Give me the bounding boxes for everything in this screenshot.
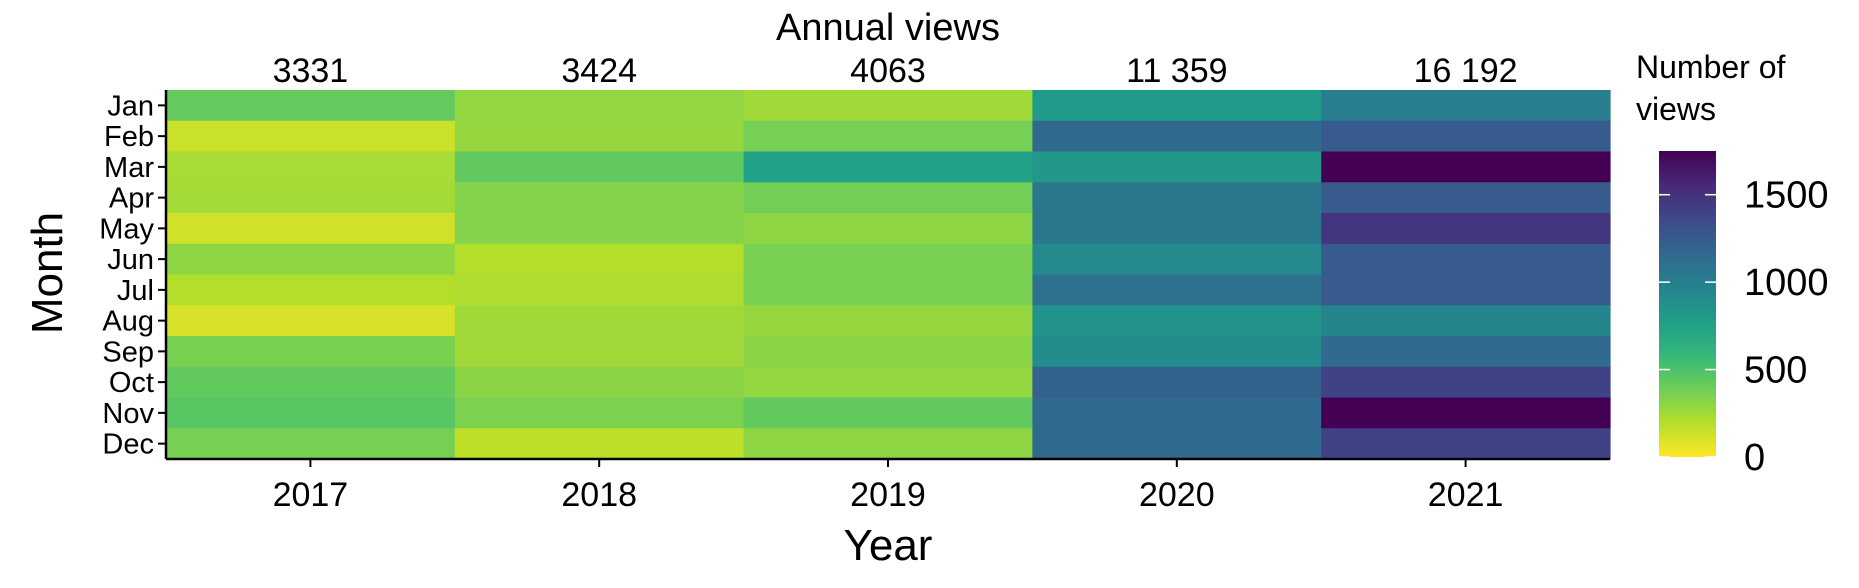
annual-totals: 3331 3424 4063 11 359 16 192 bbox=[273, 52, 1518, 90]
y-tick-label-jan: Jan bbox=[107, 90, 154, 122]
heatmap-cell-may-2017 bbox=[166, 213, 456, 245]
heatmap-cell-feb-2021 bbox=[1321, 120, 1611, 153]
heatmap-cell-jan-2018 bbox=[454, 90, 745, 122]
heatmap-cell-aug-2019 bbox=[743, 305, 1033, 337]
heatmap-cells bbox=[166, 90, 1611, 460]
heatmap-cell-jul-2018 bbox=[454, 274, 745, 306]
colorbar-title-line-2: views bbox=[1636, 91, 1716, 127]
x-tick-label-2018: 2018 bbox=[561, 476, 637, 514]
heatmap-cell-feb-2017 bbox=[166, 120, 456, 153]
heatmap-cell-mar-2020 bbox=[1032, 151, 1322, 183]
heatmap-cell-dec-2018 bbox=[454, 428, 745, 460]
annual-total-2021: 16 192 bbox=[1414, 52, 1518, 90]
colorbar-title-line-1: Number of bbox=[1636, 49, 1786, 85]
heatmap-cell-sep-2021 bbox=[1321, 336, 1611, 368]
heatmap-cell-sep-2017 bbox=[166, 336, 456, 368]
heatmap-cell-jan-2017 bbox=[166, 90, 456, 122]
heatmap-cell-mar-2019 bbox=[743, 151, 1033, 183]
x-tick-label-2020: 2020 bbox=[1139, 476, 1215, 514]
heatmap-cell-apr-2021 bbox=[1321, 182, 1611, 214]
annual-total-2017: 3331 bbox=[273, 52, 349, 90]
heatmap-cell-aug-2017 bbox=[166, 305, 456, 337]
y-tick-label-jul: Jul bbox=[117, 275, 154, 307]
y-tick-label-apr: Apr bbox=[109, 183, 154, 215]
colorbar-tick-label-0: 0 bbox=[1744, 437, 1765, 479]
colorbar-tick-label-500: 500 bbox=[1744, 350, 1807, 392]
heatmap-cell-jul-2019 bbox=[743, 274, 1033, 306]
heatmap-cell-oct-2021 bbox=[1321, 366, 1611, 399]
heatmap-cell-jun-2020 bbox=[1032, 243, 1322, 276]
heatmap-cell-jun-2017 bbox=[166, 243, 456, 276]
heatmap-cell-apr-2018 bbox=[454, 182, 745, 214]
y-tick-label-jun: Jun bbox=[107, 244, 154, 276]
heatmap-cell-nov-2021 bbox=[1321, 397, 1611, 429]
heatmap-cell-may-2018 bbox=[454, 213, 745, 245]
heatmap-cell-mar-2018 bbox=[454, 151, 745, 183]
y-tick-label-nov: Nov bbox=[102, 398, 154, 430]
colorbar bbox=[1659, 151, 1716, 457]
heatmap-cell-dec-2019 bbox=[743, 428, 1033, 460]
heatmap-cell-oct-2018 bbox=[454, 366, 745, 399]
heatmap-cell-feb-2019 bbox=[743, 120, 1033, 153]
heatmap-cell-aug-2020 bbox=[1032, 305, 1322, 337]
y-tick-label-oct: Oct bbox=[109, 367, 154, 399]
y-tick-label-may: May bbox=[99, 213, 154, 245]
annual-total-2018: 3424 bbox=[561, 52, 637, 90]
colorbar-tick-label-1500: 1500 bbox=[1744, 175, 1829, 217]
heatmap-cell-nov-2020 bbox=[1032, 397, 1322, 429]
heatmap-cell-nov-2019 bbox=[743, 397, 1033, 429]
heatmap-cell-may-2019 bbox=[743, 213, 1033, 245]
heatmap-cell-oct-2020 bbox=[1032, 366, 1322, 399]
heatmap-cell-feb-2018 bbox=[454, 120, 745, 153]
heatmap-cell-dec-2020 bbox=[1032, 428, 1322, 460]
colorbar-tick-label-1000: 1000 bbox=[1744, 262, 1829, 304]
heatmap-cell-sep-2020 bbox=[1032, 336, 1322, 368]
y-tick-label-sep: Sep bbox=[102, 336, 154, 368]
heatmap-cell-sep-2018 bbox=[454, 336, 745, 368]
annual-total-2019: 4063 bbox=[850, 52, 926, 90]
heatmap-cell-apr-2017 bbox=[166, 182, 456, 214]
x-tick-label-2019: 2019 bbox=[850, 476, 926, 514]
heatmap-cell-dec-2017 bbox=[166, 428, 456, 460]
heatmap-cell-nov-2018 bbox=[454, 397, 745, 429]
heatmap-cell-aug-2021 bbox=[1321, 305, 1611, 337]
heatmap-cell-may-2020 bbox=[1032, 213, 1322, 245]
heatmap-cell-oct-2019 bbox=[743, 366, 1033, 399]
y-tick-label-aug: Aug bbox=[102, 306, 154, 338]
heatmap-cell-apr-2019 bbox=[743, 182, 1033, 214]
heatmap-cell-nov-2017 bbox=[166, 397, 456, 429]
heatmap-cell-jan-2019 bbox=[743, 90, 1033, 122]
y-tick-label-dec: Dec bbox=[102, 429, 154, 461]
colorbar-ticks: 0 500 1000 1500 bbox=[1659, 175, 1829, 479]
heatmap-cell-oct-2017 bbox=[166, 366, 456, 399]
heatmap-cell-jun-2021 bbox=[1321, 243, 1611, 276]
heatmap-cell-jun-2019 bbox=[743, 243, 1033, 276]
heatmap-cell-sep-2019 bbox=[743, 336, 1033, 368]
y-axis-title: Month bbox=[23, 212, 72, 334]
x-axis-title: Year bbox=[844, 521, 933, 570]
heatmap-cell-jan-2020 bbox=[1032, 90, 1322, 122]
x-tick-label-2017: 2017 bbox=[273, 476, 349, 514]
y-tick-label-feb: Feb bbox=[104, 121, 154, 153]
heatmap-cell-jul-2020 bbox=[1032, 274, 1322, 306]
heatmap-cell-aug-2018 bbox=[454, 305, 745, 337]
heatmap-cell-apr-2020 bbox=[1032, 182, 1322, 214]
x-axis-ticks: 2017 2018 2019 2020 2021 bbox=[273, 459, 1504, 514]
heatmap-cell-jun-2018 bbox=[454, 243, 745, 276]
annual-views-title: Annual views bbox=[776, 7, 1000, 49]
heatmap-cell-jan-2021 bbox=[1321, 90, 1611, 122]
annual-total-2020: 11 359 bbox=[1126, 52, 1227, 90]
heatmap-cell-feb-2020 bbox=[1032, 120, 1322, 153]
heatmap-cell-mar-2021 bbox=[1321, 151, 1611, 183]
heatmap-cell-jul-2017 bbox=[166, 274, 456, 306]
y-tick-label-mar: Mar bbox=[104, 152, 154, 184]
heatmap-cell-mar-2017 bbox=[166, 151, 456, 183]
heatmap-cell-jul-2021 bbox=[1321, 274, 1611, 306]
x-tick-label-2021: 2021 bbox=[1428, 476, 1504, 514]
heatmap-cell-may-2021 bbox=[1321, 213, 1611, 245]
heatmap-cell-dec-2021 bbox=[1321, 428, 1611, 460]
